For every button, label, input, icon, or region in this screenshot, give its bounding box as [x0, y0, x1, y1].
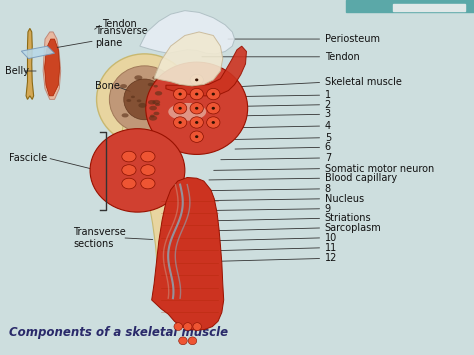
Ellipse shape — [195, 121, 198, 124]
Text: 4: 4 — [325, 121, 331, 131]
Ellipse shape — [148, 100, 155, 105]
Ellipse shape — [109, 66, 180, 133]
Text: 7: 7 — [325, 153, 331, 163]
Ellipse shape — [155, 91, 162, 95]
Text: 2: 2 — [325, 100, 331, 110]
Ellipse shape — [148, 83, 154, 86]
Text: 6: 6 — [325, 142, 331, 152]
Ellipse shape — [190, 131, 203, 142]
Text: 1: 1 — [325, 90, 331, 100]
Ellipse shape — [124, 79, 165, 120]
Ellipse shape — [178, 107, 182, 110]
Text: 9: 9 — [325, 204, 331, 214]
Ellipse shape — [127, 99, 131, 102]
Ellipse shape — [207, 103, 220, 114]
Text: 3: 3 — [325, 109, 331, 119]
Ellipse shape — [155, 103, 160, 106]
Bar — [346, 0, 474, 12]
Ellipse shape — [90, 129, 185, 212]
Ellipse shape — [122, 151, 136, 162]
Polygon shape — [26, 28, 34, 99]
Polygon shape — [166, 46, 246, 96]
Ellipse shape — [97, 54, 192, 145]
Polygon shape — [140, 11, 235, 54]
Text: Skeletal muscle: Skeletal muscle — [325, 77, 401, 87]
Ellipse shape — [173, 117, 187, 128]
Ellipse shape — [149, 106, 157, 110]
Ellipse shape — [188, 337, 197, 345]
Text: Nucleus: Nucleus — [325, 194, 364, 204]
Ellipse shape — [179, 337, 187, 345]
Ellipse shape — [120, 84, 127, 88]
Polygon shape — [154, 32, 223, 86]
Ellipse shape — [190, 103, 203, 114]
Text: 10: 10 — [325, 233, 337, 243]
Ellipse shape — [193, 323, 201, 331]
Ellipse shape — [141, 178, 155, 189]
Text: 8: 8 — [325, 184, 331, 194]
Ellipse shape — [178, 121, 182, 124]
Ellipse shape — [190, 74, 203, 86]
Text: Bone: Bone — [95, 81, 119, 91]
Text: 11: 11 — [325, 243, 337, 253]
Polygon shape — [45, 39, 60, 96]
Ellipse shape — [152, 100, 160, 105]
Ellipse shape — [154, 112, 159, 115]
Ellipse shape — [207, 88, 220, 100]
Ellipse shape — [174, 323, 182, 331]
Text: Blood capillary: Blood capillary — [325, 173, 397, 183]
Ellipse shape — [137, 99, 141, 102]
Text: Fascicle: Fascicle — [9, 153, 47, 163]
Ellipse shape — [211, 107, 215, 110]
Ellipse shape — [131, 95, 135, 98]
Ellipse shape — [138, 103, 146, 108]
Text: Tendon: Tendon — [102, 19, 137, 29]
Ellipse shape — [211, 93, 215, 95]
Ellipse shape — [178, 93, 182, 95]
Ellipse shape — [195, 93, 198, 95]
Text: Periosteum: Periosteum — [325, 34, 380, 44]
Ellipse shape — [190, 117, 203, 128]
Ellipse shape — [173, 88, 187, 100]
Ellipse shape — [195, 135, 198, 138]
Ellipse shape — [146, 62, 247, 154]
Ellipse shape — [122, 113, 128, 118]
Text: Somatic motor neuron: Somatic motor neuron — [325, 164, 434, 174]
Ellipse shape — [149, 116, 157, 121]
Text: Transverse
sections: Transverse sections — [73, 227, 126, 248]
Ellipse shape — [183, 323, 192, 331]
Ellipse shape — [154, 85, 158, 88]
Ellipse shape — [190, 88, 203, 100]
Ellipse shape — [207, 117, 220, 128]
Text: Tendon: Tendon — [325, 52, 359, 62]
Ellipse shape — [122, 178, 136, 189]
Bar — [393, 4, 465, 11]
Ellipse shape — [134, 75, 142, 80]
Ellipse shape — [173, 103, 187, 114]
Text: 12: 12 — [325, 253, 337, 263]
Ellipse shape — [195, 78, 198, 81]
Ellipse shape — [141, 151, 155, 162]
Polygon shape — [21, 46, 55, 59]
Ellipse shape — [122, 165, 136, 175]
Text: Belly: Belly — [5, 66, 29, 76]
Text: Transverse
plane: Transverse plane — [95, 27, 147, 48]
Polygon shape — [152, 178, 224, 330]
Ellipse shape — [152, 76, 158, 80]
Ellipse shape — [150, 115, 155, 118]
Polygon shape — [121, 80, 179, 266]
Text: 5: 5 — [325, 133, 331, 143]
Ellipse shape — [211, 121, 215, 124]
Text: Sarcoplasm: Sarcoplasm — [325, 223, 382, 233]
Ellipse shape — [168, 103, 206, 121]
Ellipse shape — [141, 165, 155, 175]
Ellipse shape — [195, 107, 198, 110]
Text: Components of a skeletal muscle: Components of a skeletal muscle — [9, 326, 228, 339]
Polygon shape — [43, 32, 61, 99]
Text: Striations: Striations — [325, 213, 371, 223]
